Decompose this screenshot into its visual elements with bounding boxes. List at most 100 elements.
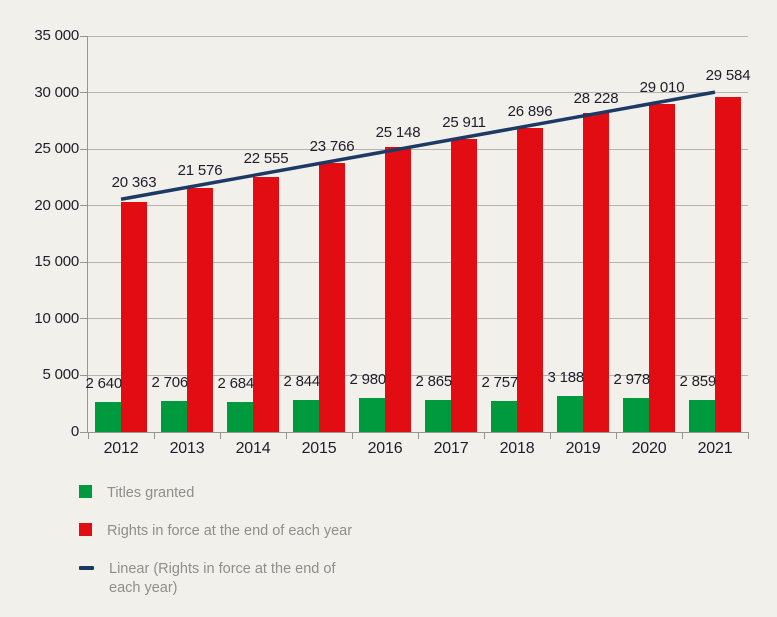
linear-trendline — [120, 90, 716, 201]
legend-item-rights-in-force: Rights in force at the end of each year — [79, 522, 352, 541]
bar-titles-granted-2016 — [359, 398, 385, 432]
bar-rights-in-force-2016 — [385, 147, 411, 432]
green-square-icon — [79, 485, 92, 498]
chart-page: { "chart_data": { "type": "bar", "title"… — [34, 27, 751, 596]
value-label-rights-in-force-2016: 25 148 — [375, 124, 421, 142]
legend-item-linear-trend: Linear (Rights in force at the end of ea… — [79, 560, 352, 598]
bar-rights-in-force-2014 — [253, 176, 279, 432]
x-tick — [219, 432, 221, 439]
x-tick — [153, 432, 155, 439]
x-tick — [351, 432, 353, 439]
value-label-titles-granted-2013: 2 706 — [151, 374, 188, 392]
x-axis-label-2012: 2012 — [103, 440, 139, 457]
red-square-icon — [79, 523, 92, 536]
y-axis-label: 10 000 — [34, 309, 79, 327]
x-tick — [681, 432, 683, 439]
legend-item-titles-granted: Titles granted — [79, 484, 352, 503]
legend-label-line1: Linear (Rights in force at the end of — [109, 561, 336, 577]
y-tick — [80, 261, 88, 263]
value-label-titles-granted-2020: 2 978 — [613, 371, 650, 389]
bar-titles-granted-2019 — [557, 395, 583, 432]
gridline-15000 — [88, 261, 748, 263]
y-tick — [80, 431, 88, 433]
gridline-25000 — [88, 148, 748, 150]
legend-label: Titles granted — [107, 485, 195, 501]
bar-rights-in-force-2018 — [517, 127, 543, 432]
bar-titles-granted-2012 — [95, 402, 121, 432]
x-tick — [615, 432, 617, 439]
legend-label-line2: each year) — [109, 580, 178, 596]
gridline-35000 — [88, 35, 748, 37]
x-axis-label-2014: 2014 — [235, 440, 271, 457]
x-axis-label-2021: 2021 — [697, 440, 733, 457]
value-label-rights-in-force-2020: 29 010 — [639, 78, 685, 96]
value-label-rights-in-force-2018: 26 896 — [507, 102, 553, 120]
bar-rights-in-force-2017 — [451, 138, 477, 432]
value-label-rights-in-force-2019: 28 228 — [573, 89, 619, 107]
bar-rights-in-force-2012 — [121, 201, 147, 432]
bar-rights-in-force-2013 — [187, 187, 213, 432]
value-label-rights-in-force-2015: 23 766 — [309, 138, 355, 156]
value-label-rights-in-force-2014: 22 555 — [243, 150, 289, 168]
bar-titles-granted-2015 — [293, 399, 319, 432]
x-tick — [285, 432, 287, 439]
x-tick — [87, 432, 89, 439]
y-axis-line — [87, 36, 88, 432]
y-axis-label: 20 000 — [34, 196, 79, 214]
value-label-rights-in-force-2017: 25 911 — [442, 114, 486, 132]
y-tick — [80, 205, 88, 207]
gridline-10000 — [88, 318, 748, 320]
x-axis-label-2016: 2016 — [367, 440, 403, 457]
value-label-rights-in-force-2021: 29 584 — [705, 66, 751, 84]
x-axis-label-2015: 2015 — [301, 440, 337, 457]
clustered-bar-chart: 2 640 20 363 2 706 21 576 2 684 22 555 2 844 23… — [34, 27, 751, 458]
y-tick — [80, 148, 88, 150]
value-label-titles-granted-2015: 2 844 — [283, 372, 320, 390]
x-tick — [549, 432, 551, 439]
x-tick — [417, 432, 419, 439]
value-label-titles-granted-2021: 2 859 — [679, 372, 716, 390]
plot-area: 2 640 20 363 2 706 21 576 2 684 22 555 2 844 23… — [80, 35, 751, 439]
x-tick — [483, 432, 485, 439]
bar-titles-granted-2014 — [227, 401, 253, 432]
x-tick — [747, 432, 749, 439]
gridline-30000 — [88, 92, 748, 94]
bar-titles-granted-2017 — [425, 399, 451, 432]
y-axis-label: 0 — [70, 423, 79, 440]
y-tick — [80, 318, 88, 320]
value-label-titles-granted-2017: 2 865 — [415, 372, 452, 390]
x-axis-label-2013: 2013 — [169, 440, 205, 457]
y-axis-label: 30 000 — [34, 83, 79, 101]
value-label-titles-granted-2014: 2 684 — [217, 374, 254, 392]
value-label-titles-granted-2018: 2 757 — [481, 373, 518, 391]
y-axis-label: 25 000 — [34, 140, 79, 158]
bar-rights-in-force-2019 — [583, 112, 609, 432]
chart-legend: Titles granted Rights in force at the en… — [79, 484, 352, 617]
bar-rights-in-force-2015 — [319, 163, 345, 432]
bar-titles-granted-2018 — [491, 400, 517, 432]
x-axis-label-2017: 2017 — [433, 440, 469, 457]
y-axis-label: 15 000 — [34, 253, 79, 271]
bar-rights-in-force-2021 — [715, 97, 741, 432]
x-axis-label-2019: 2019 — [565, 440, 601, 457]
bar-titles-granted-2021 — [689, 399, 715, 432]
y-tick — [80, 35, 88, 37]
value-label-rights-in-force-2013: 21 576 — [177, 162, 223, 180]
y-axis-label: 35 000 — [34, 27, 79, 44]
bar-titles-granted-2020 — [623, 398, 649, 432]
value-label-rights-in-force-2012: 20 363 — [111, 173, 157, 191]
bar-rights-in-force-2020 — [649, 103, 675, 432]
trendline-icon — [79, 566, 94, 570]
x-axis-label-2018: 2018 — [499, 440, 535, 457]
value-label-titles-granted-2019: 3 188 — [547, 368, 584, 386]
legend-label: Linear (Rights in force at the end of ea… — [109, 560, 336, 598]
legend-label: Rights in force at the end of each year — [107, 523, 353, 539]
y-tick — [80, 374, 88, 376]
gridline-5000 — [88, 374, 748, 376]
gridline-20000 — [88, 205, 748, 207]
bar-titles-granted-2013 — [161, 401, 187, 432]
y-tick — [80, 92, 88, 94]
x-axis-label-2020: 2020 — [631, 440, 667, 457]
y-axis-label: 5 000 — [42, 366, 79, 384]
value-label-titles-granted-2012: 2 640 — [85, 375, 122, 393]
